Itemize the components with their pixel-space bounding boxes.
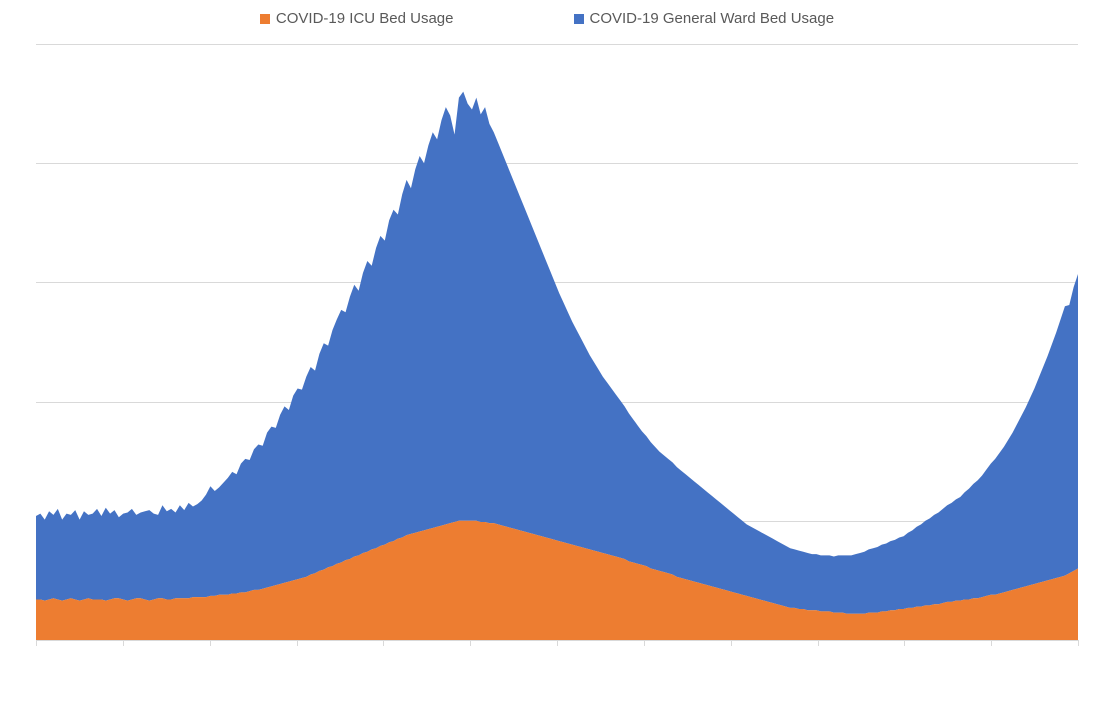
area-general-ward <box>36 92 1078 614</box>
x-tick <box>731 640 732 646</box>
x-tick <box>644 640 645 646</box>
x-tick <box>297 640 298 646</box>
chart-legend: COVID-19 ICU Bed Usage COVID-19 General … <box>0 10 1094 27</box>
x-tick <box>557 640 558 646</box>
x-tick <box>36 640 37 646</box>
stacked-area-chart <box>36 44 1078 640</box>
legend-label-icu: COVID-19 ICU Bed Usage <box>276 10 454 27</box>
x-tick <box>818 640 819 646</box>
x-tick <box>383 640 384 646</box>
legend-item-icu: COVID-19 ICU Bed Usage <box>260 10 454 27</box>
legend-swatch-general-ward <box>574 14 584 24</box>
x-tick <box>904 640 905 646</box>
legend-item-general-ward: COVID-19 General Ward Bed Usage <box>574 10 835 27</box>
x-tick <box>470 640 471 646</box>
x-tick <box>991 640 992 646</box>
plot-area <box>36 44 1078 640</box>
x-tick <box>1078 640 1079 646</box>
legend-swatch-icu <box>260 14 270 24</box>
x-tick <box>210 640 211 646</box>
legend-label-general-ward: COVID-19 General Ward Bed Usage <box>590 10 835 27</box>
x-tick <box>123 640 124 646</box>
